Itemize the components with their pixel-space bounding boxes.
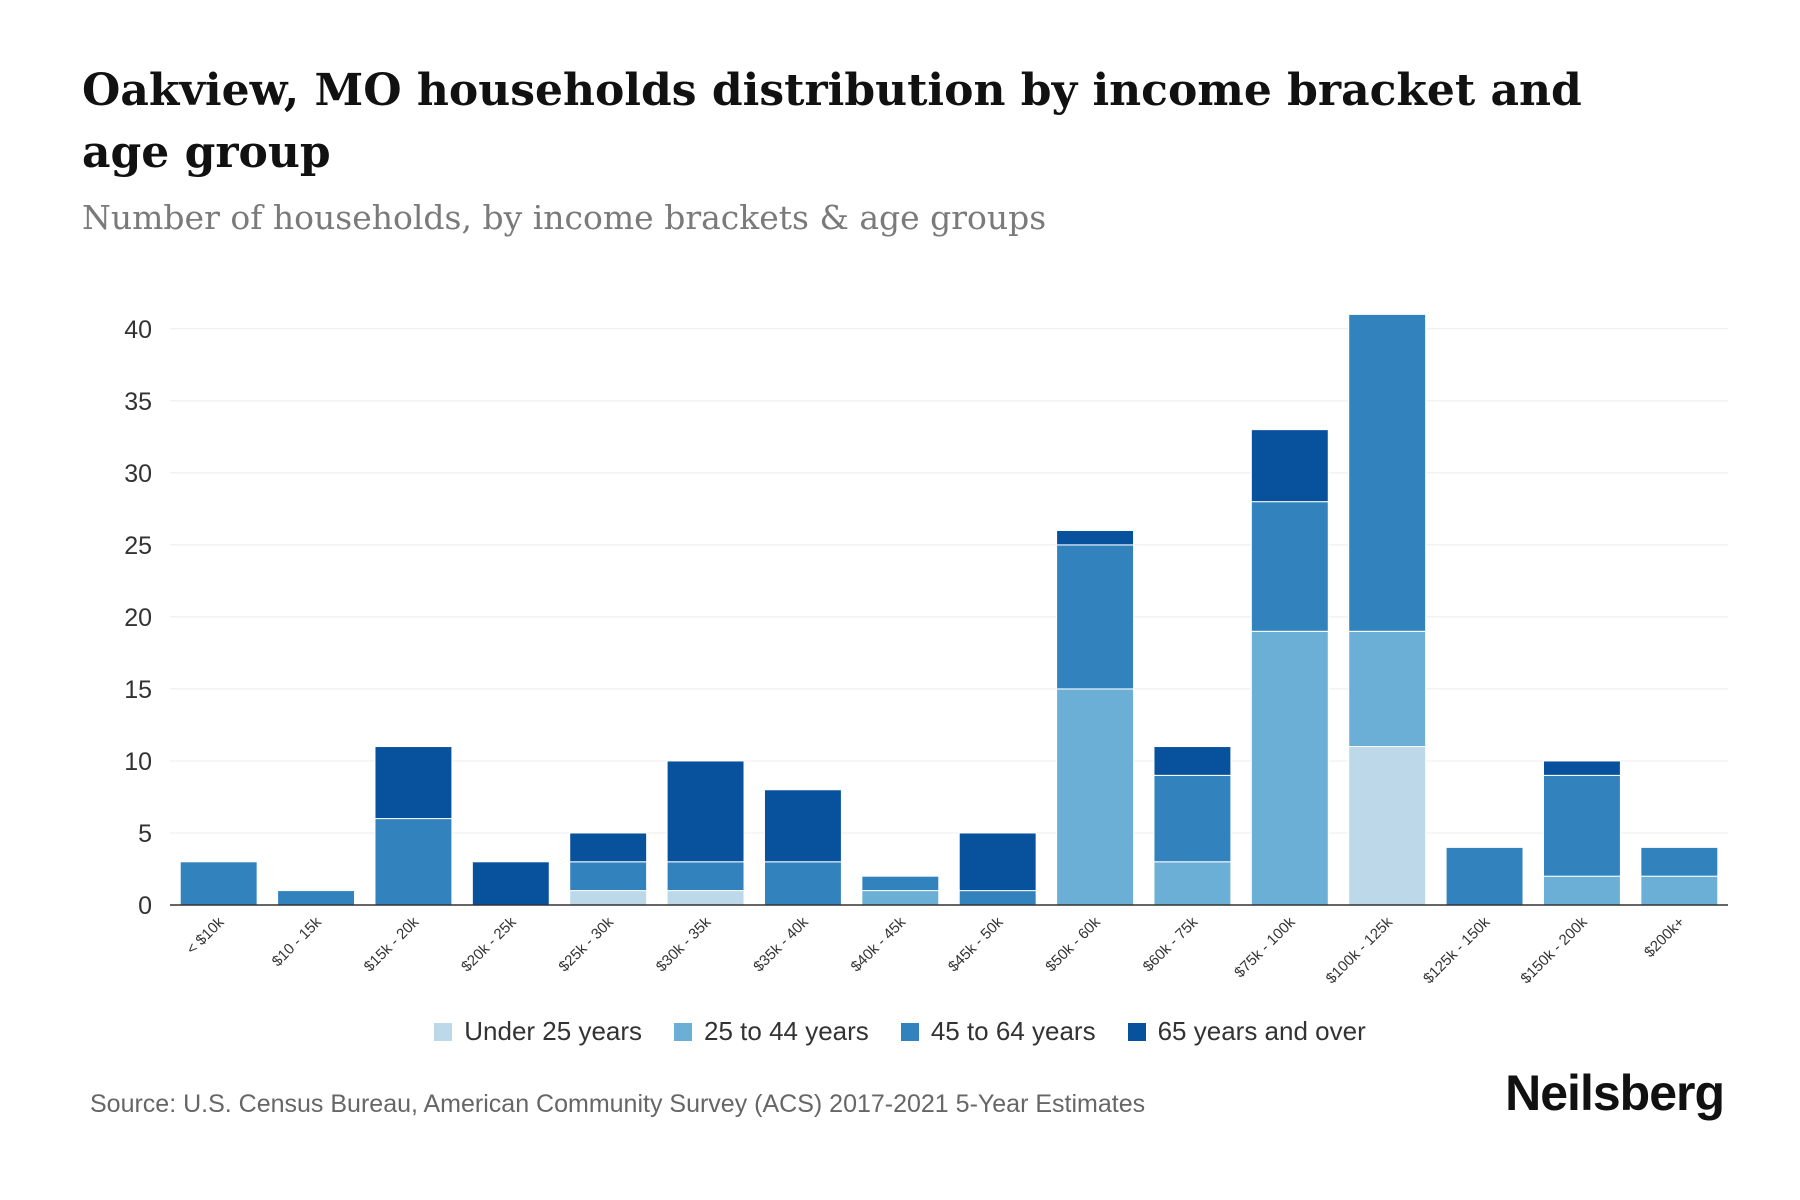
bar-segment[interactable]	[1056, 544, 1135, 690]
x-tick-label: $45k - 50k	[945, 913, 1007, 975]
x-tick-label: $75k - 100k	[1231, 913, 1299, 981]
bar-segment[interactable]	[1348, 313, 1427, 632]
y-tick-label: 25	[124, 532, 152, 560]
bar-segment[interactable]	[1348, 746, 1427, 906]
bars	[179, 313, 1719, 906]
brand-logo: Neilsberg	[1505, 1065, 1725, 1121]
x-tick-label: < $10k	[183, 913, 228, 958]
bar-segment[interactable]	[179, 861, 258, 906]
source-note: Source: U.S. Census Bureau, American Com…	[90, 1090, 1146, 1118]
stacked-bar-chart: 0 5 10 15 20 25 30 35 40 < $10k $10 - 15k $15k - 20…	[124, 313, 1728, 987]
bar-segment[interactable]	[1542, 760, 1621, 776]
legend-label: Under 25 years	[464, 1016, 643, 1046]
x-tick-label: $25k - 30k	[555, 913, 617, 975]
chart-title: Oakview, MO households distribution by i…	[82, 65, 1582, 178]
y-tick-label: 5	[138, 820, 152, 848]
bar-segment[interactable]	[1445, 846, 1524, 906]
legend-swatch	[434, 1022, 453, 1041]
x-tick-label: $30k - 35k	[653, 913, 715, 975]
y-tick-label: 15	[124, 676, 152, 704]
bar-segment[interactable]	[861, 890, 940, 906]
bar-segment[interactable]	[958, 890, 1037, 906]
bar-segment[interactable]	[569, 890, 648, 906]
y-tick-label: 30	[124, 460, 152, 488]
bar-segment[interactable]	[1640, 846, 1719, 877]
x-tick-label: $50k - 60k	[1042, 913, 1104, 975]
y-tick-label: 20	[124, 604, 152, 632]
x-tick-label: $150k - 200k	[1517, 913, 1591, 987]
bar-segment[interactable]	[374, 818, 453, 906]
y-tick-label: 0	[138, 892, 152, 920]
bar-segment[interactable]	[666, 760, 745, 863]
bar-segment[interactable]	[1056, 529, 1135, 546]
x-tick-label: $35k - 40k	[750, 913, 812, 975]
legend-label: 25 to 44 years	[704, 1016, 869, 1046]
y-tick-label: 35	[124, 388, 152, 416]
legend-label: 45 to 64 years	[930, 1016, 1096, 1046]
bar-segment[interactable]	[1542, 875, 1621, 906]
bar-segment[interactable]	[1542, 774, 1621, 877]
x-tick-label: $100k - 125k	[1323, 913, 1397, 987]
bar-segment[interactable]	[1250, 501, 1329, 632]
bar-segment[interactable]	[471, 861, 550, 906]
bar-segment[interactable]	[1640, 875, 1719, 906]
bar-segment[interactable]	[666, 890, 745, 906]
x-tick-label: $60k - 75k	[1140, 913, 1202, 975]
bar-segment[interactable]	[569, 861, 648, 892]
chart-subtitle: Number of households, by income brackets…	[82, 198, 1047, 237]
bar-segment[interactable]	[1250, 429, 1329, 503]
bar-segment[interactable]	[958, 832, 1037, 892]
legend-swatch	[674, 1022, 693, 1041]
bar-segment[interactable]	[1250, 630, 1329, 906]
bar-segment[interactable]	[1153, 774, 1232, 863]
legend-item[interactable]: 45 to 64 years	[900, 1016, 1096, 1047]
legend-item[interactable]: Under 25 years	[434, 1016, 642, 1047]
bar-segment[interactable]	[569, 832, 648, 863]
legend-swatch	[1127, 1022, 1146, 1041]
x-tick-label: $125k - 150k	[1420, 913, 1494, 987]
bar-segment[interactable]	[1056, 688, 1135, 906]
x-tick-label: $40k - 45k	[848, 913, 910, 975]
y-tick-label: 10	[124, 748, 152, 776]
bar-segment[interactable]	[666, 861, 745, 892]
x-tick-label: $15k - 20k	[361, 913, 423, 975]
bar-segment[interactable]	[763, 861, 842, 906]
legend-swatch	[900, 1022, 919, 1041]
legend: Under 25 years 25 to 44 years 45 to 64 yea…	[0, 1016, 1800, 1047]
x-tick-label: $10 - 15k	[269, 913, 326, 970]
x-tick-label: $200k+	[1641, 914, 1688, 961]
bar-segment[interactable]	[277, 890, 356, 906]
bar-segment[interactable]	[1153, 861, 1232, 906]
y-tick-label: 40	[124, 316, 152, 344]
legend-item[interactable]: 25 to 44 years	[674, 1016, 869, 1047]
bar-segment[interactable]	[861, 875, 940, 892]
bar-segment[interactable]	[1153, 746, 1232, 776]
legend-item[interactable]: 65 years and over	[1127, 1016, 1366, 1047]
bar-segment[interactable]	[763, 789, 842, 863]
bar-segment[interactable]	[374, 746, 453, 820]
x-tick-label: $20k - 25k	[458, 913, 520, 975]
legend-label: 65 years and over	[1157, 1016, 1366, 1046]
bar-segment[interactable]	[1348, 630, 1427, 748]
